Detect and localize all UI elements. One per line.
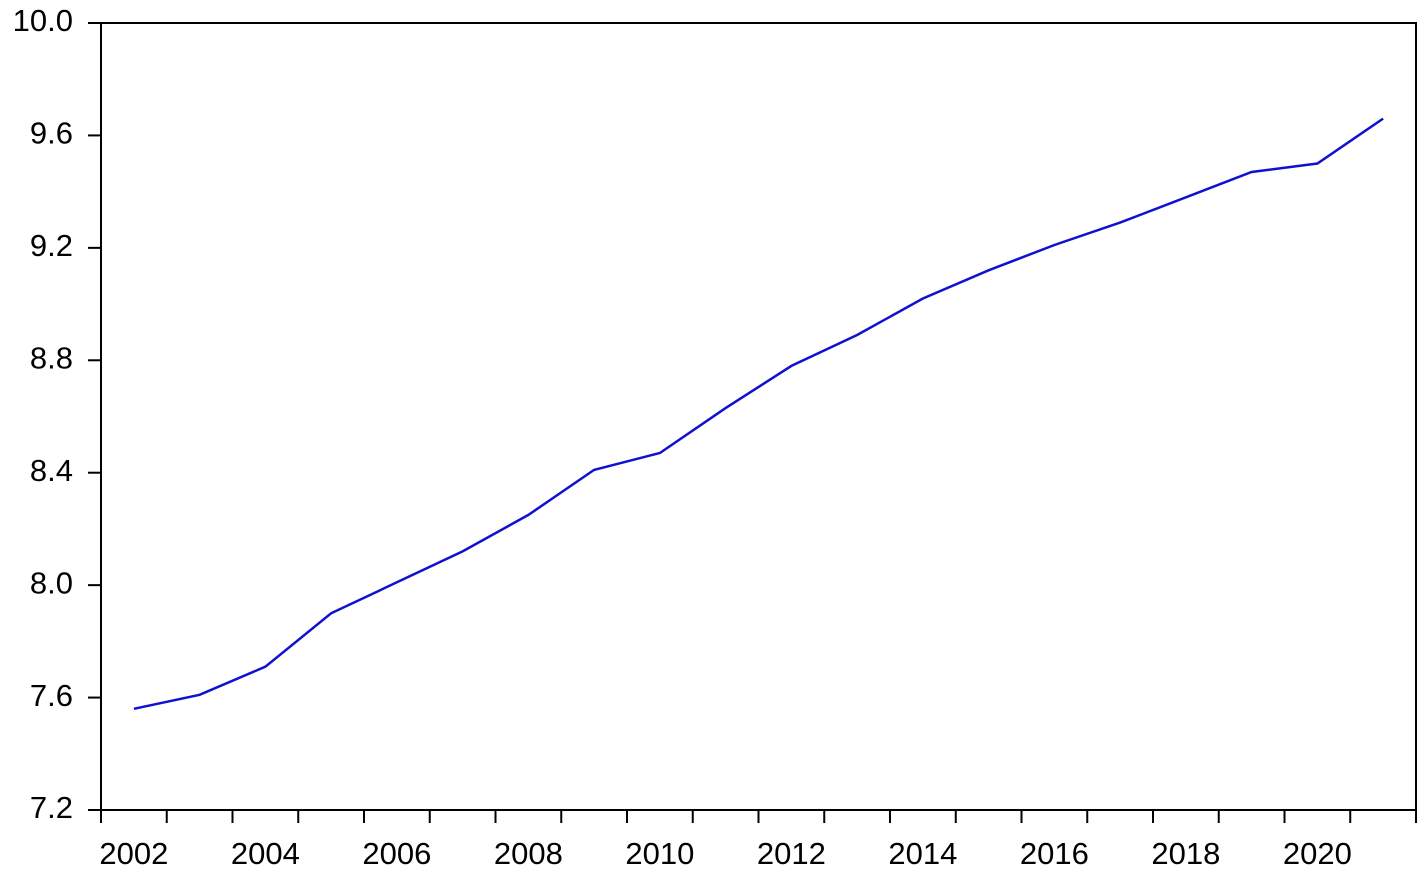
x-tick-label: 2020: [1283, 836, 1352, 871]
y-tick-label: 10.0: [13, 3, 73, 38]
x-tick-label: 2018: [1151, 836, 1220, 871]
y-tick-label: 9.6: [30, 116, 73, 151]
y-tick-label: 9.2: [30, 228, 73, 263]
y-tick-label: 7.2: [30, 790, 73, 825]
x-tick-label: 2004: [231, 836, 300, 871]
x-tick-label: 2010: [625, 836, 694, 871]
y-tick-label: 8.4: [30, 453, 73, 488]
y-tick-label: 7.6: [30, 678, 73, 713]
plot-frame: [100, 22, 1417, 811]
x-tick-label: 2002: [99, 836, 168, 871]
x-tick-label: 2012: [757, 836, 826, 871]
data-line: [133, 117, 1384, 711]
x-tick-label: 2008: [494, 836, 563, 871]
x-tick-label: 2016: [1020, 836, 1089, 871]
y-tick-label: 8.8: [30, 340, 73, 375]
x-tick-label: 2014: [888, 836, 957, 871]
y-tick-label: 8.0: [30, 565, 73, 600]
x-tick-label: 2006: [362, 836, 431, 871]
